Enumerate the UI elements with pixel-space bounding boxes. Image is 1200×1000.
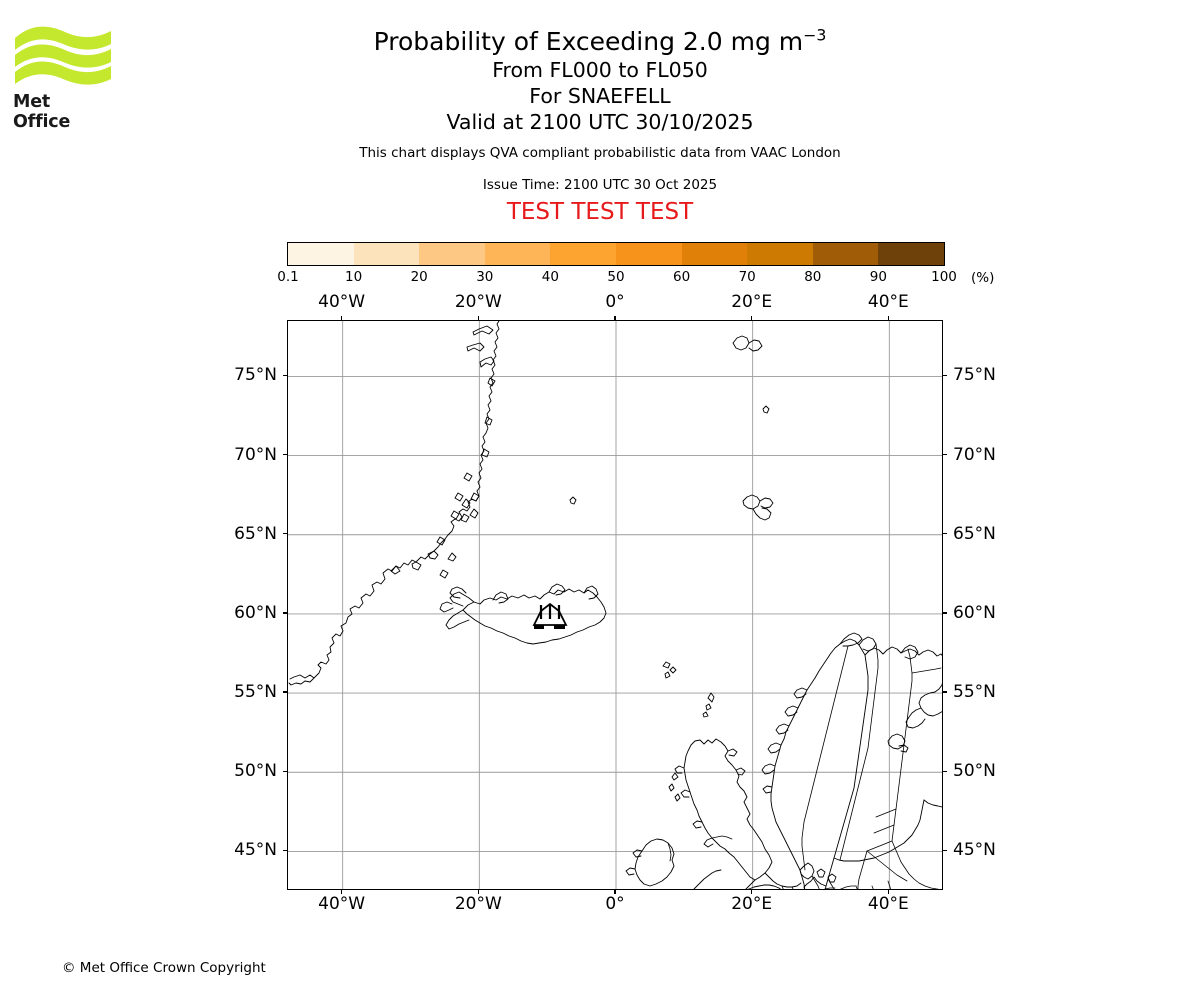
- copyright-notice: © Met Office Crown Copyright: [62, 960, 266, 976]
- tick-lon-bottom-20°W: [477, 890, 479, 894]
- lon-label-top-40°E: 40°E: [867, 292, 909, 312]
- title-exponent: −3: [803, 25, 827, 45]
- colorbar-tick-50: 50: [607, 269, 625, 285]
- colorbar-tick-60: 60: [673, 269, 691, 285]
- tick-lat-left-75°N: [283, 374, 287, 376]
- tick-lon-top-40°W: [341, 316, 343, 320]
- lon-label-bottom-0°: 0°: [605, 894, 625, 914]
- tick-lon-top-0°: [614, 316, 616, 320]
- tick-lat-right-50°N: [943, 770, 947, 772]
- page-title: Probability of Exceeding 2.0 mg m−3: [0, 26, 1200, 57]
- title-flight-levels: From FL000 to FL050: [492, 58, 708, 82]
- tick-lat-right-75°N: [943, 374, 947, 376]
- colorbar-segment-3: [484, 243, 551, 265]
- tick-lat-left-60°N: [283, 612, 287, 614]
- colorbar-gradient: [287, 242, 945, 266]
- lon-label-bottom-40°E: 40°E: [867, 894, 909, 914]
- tick-lon-top-20°W: [477, 316, 479, 320]
- lat-label-left-60°N: 60°N: [234, 602, 277, 623]
- map-gridlines: [288, 321, 942, 889]
- colorbar-tick-10: 10: [345, 269, 363, 285]
- colorbar-tick-100: 100: [931, 269, 957, 285]
- tick-lat-left-50°N: [283, 770, 287, 772]
- lat-label-left-70°N: 70°N: [234, 444, 277, 465]
- colorbar-segment-7: [747, 243, 813, 265]
- lat-label-left-50°N: 50°N: [234, 761, 277, 782]
- qva-note: This chart displays QVA compliant probab…: [359, 145, 841, 161]
- colorbar-segment-6: [681, 243, 748, 265]
- lat-label-right-60°N: 60°N: [953, 602, 996, 623]
- met-office-wordmark: Met Office: [13, 92, 71, 132]
- map-canvas: [288, 321, 942, 889]
- title-valid-time: Valid at 2100 UTC 30/10/2025: [446, 110, 754, 134]
- lat-label-right-65°N: 65°N: [953, 523, 996, 544]
- colorbar-tick-80: 80: [804, 269, 822, 285]
- probability-colorbar: 0.1 10 20 30 40 50 60 70 80 90 100: [277, 242, 957, 286]
- colorbar-tick-labels: 0.1 10 20 30 40 50 60 70 80 90 100: [277, 266, 957, 286]
- title-main-text: Probability of Exceeding 2.0 mg m: [373, 27, 804, 56]
- colorbar-tick-90: 90: [869, 269, 887, 285]
- colorbar-tick-20: 20: [410, 269, 428, 285]
- issue-time: Issue Time: 2100 UTC 30 Oct 2025: [482, 177, 718, 193]
- map-country-borders: [667, 643, 942, 889]
- lat-label-right-45°N: 45°N: [953, 840, 996, 861]
- lat-label-right-50°N: 50°N: [953, 761, 996, 782]
- colorbar-segment-1: [353, 243, 420, 265]
- lat-label-right-70°N: 70°N: [953, 444, 996, 465]
- tick-lon-bottom-40°W: [341, 890, 343, 894]
- tick-lat-right-65°N: [943, 533, 947, 535]
- colorbar-segment-5: [615, 243, 682, 265]
- lon-label-top-20°W: 20°W: [454, 292, 502, 312]
- tick-lon-top-20°E: [751, 316, 753, 320]
- lon-label-top-40°W: 40°W: [318, 292, 366, 312]
- tick-lat-right-70°N: [943, 453, 947, 456]
- tick-lat-left-65°N: [283, 533, 287, 535]
- lat-label-left-65°N: 65°N: [234, 523, 277, 544]
- met-office-logo: Met Office: [13, 22, 113, 132]
- map-plot-area[interactable]: [287, 320, 943, 890]
- tick-lat-left-70°N: [283, 453, 287, 456]
- colorbar-segment-0: [288, 243, 354, 265]
- met-office-wave-icon: [15, 26, 111, 85]
- colorbar-segment-2: [419, 243, 485, 265]
- lon-label-top-0°: 0°: [605, 292, 625, 312]
- lat-label-left-45°N: 45°N: [234, 840, 277, 861]
- title-volcano: For SNAEFELL: [529, 84, 671, 108]
- tick-lat-right-55°N: [943, 691, 947, 693]
- lat-label-right-55°N: 55°N: [953, 682, 996, 703]
- tick-lon-bottom-0°: [614, 890, 616, 894]
- lon-label-bottom-20°E: 20°E: [731, 894, 773, 914]
- tick-lat-right-45°N: [943, 849, 947, 851]
- lat-label-left-75°N: 75°N: [234, 365, 277, 386]
- colorbar-tick-30: 30: [476, 269, 494, 285]
- tick-lon-bottom-20°E: [751, 890, 753, 894]
- lon-label-bottom-20°W: 20°W: [454, 894, 502, 914]
- colorbar-unit-label: (%): [971, 270, 995, 286]
- tick-lon-bottom-40°E: [887, 890, 889, 894]
- lat-label-left-55°N: 55°N: [234, 682, 277, 703]
- colorbar-segment-4: [550, 243, 616, 265]
- tick-lat-right-60°N: [943, 612, 947, 614]
- colorbar-segment-8: [812, 243, 879, 265]
- map-coastlines: [288, 321, 942, 889]
- colorbar-segment-9: [878, 243, 944, 265]
- tick-lat-left-55°N: [283, 691, 287, 693]
- colorbar-tick-0.1: 0.1: [277, 269, 299, 285]
- lon-label-top-20°E: 20°E: [731, 292, 773, 312]
- test-banner: TEST TEST TEST: [506, 199, 694, 225]
- volcano-area-outline: [532, 602, 568, 629]
- colorbar-tick-70: 70: [738, 269, 756, 285]
- lat-label-right-75°N: 75°N: [953, 365, 996, 386]
- tick-lat-left-45°N: [283, 849, 287, 851]
- chart-title-block: Probability of Exceeding 2.0 mg m−3 From…: [0, 0, 1200, 226]
- colorbar-tick-40: 40: [541, 269, 559, 285]
- lon-label-bottom-40°W: 40°W: [318, 894, 366, 914]
- tick-lon-top-40°E: [887, 316, 889, 320]
